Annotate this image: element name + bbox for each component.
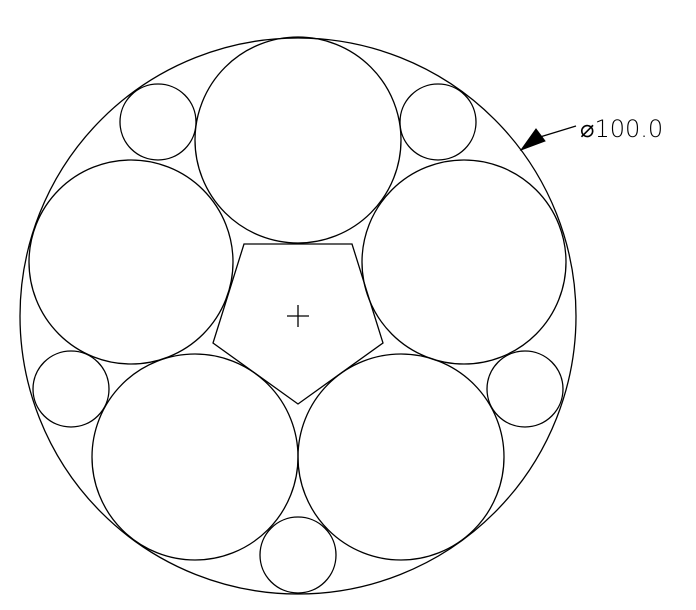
center-pentagon	[212, 243, 384, 405]
small-circle-top-right	[399, 83, 477, 161]
large-circle-lower-right	[297, 353, 505, 561]
large-circle-upper-right	[361, 159, 567, 365]
large-circle-lower-left	[91, 353, 299, 561]
center-mark	[287, 305, 309, 327]
small-circle-bottom	[259, 516, 337, 594]
large-circle-upper-left	[28, 159, 234, 365]
large-circle-top	[194, 36, 402, 244]
outer-circle	[19, 37, 577, 595]
diameter-leader	[519, 125, 577, 152]
small-circle-right	[486, 350, 564, 428]
small-circle-left	[32, 350, 110, 428]
diameter-dimension-label: ⌀100.0	[580, 115, 663, 143]
small-circle-top-left	[119, 83, 197, 161]
leader-arrowhead	[519, 128, 546, 152]
